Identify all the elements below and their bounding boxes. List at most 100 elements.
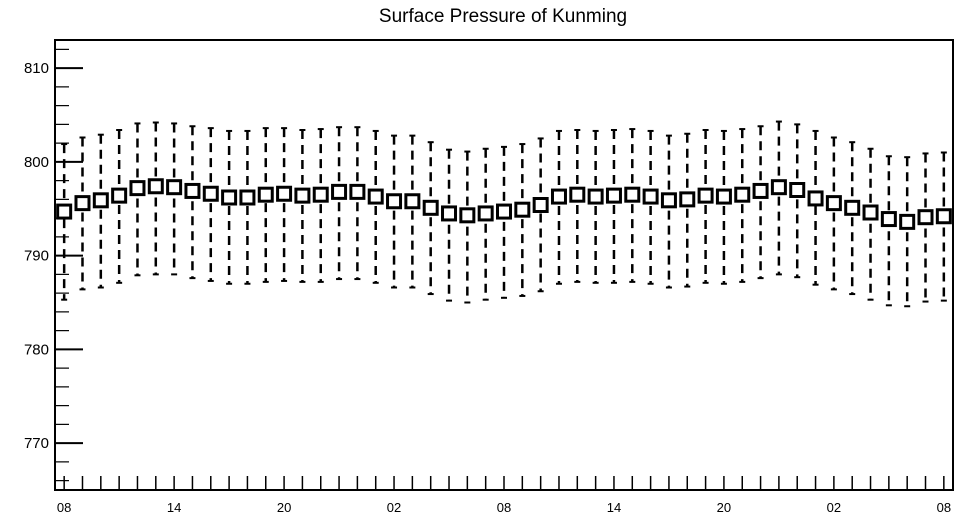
median-box bbox=[111, 187, 128, 204]
median-box bbox=[550, 188, 567, 205]
box-mark bbox=[202, 127, 219, 282]
x-tick-label: 08 bbox=[937, 500, 951, 515]
box-mark bbox=[257, 127, 274, 283]
median-box bbox=[56, 203, 73, 220]
median-box bbox=[257, 186, 274, 203]
box-mark bbox=[129, 122, 146, 277]
box-mark bbox=[587, 129, 604, 284]
y-tick-label: 810 bbox=[24, 60, 49, 77]
box-mark bbox=[642, 129, 659, 285]
box-mark bbox=[441, 148, 458, 302]
median-box bbox=[239, 189, 256, 206]
median-box bbox=[569, 186, 586, 203]
median-box bbox=[294, 187, 311, 204]
box-mark bbox=[404, 134, 421, 289]
y-tick-label: 780 bbox=[24, 341, 49, 358]
median-box bbox=[880, 211, 897, 228]
box-mark bbox=[825, 136, 842, 291]
box-mark bbox=[74, 136, 91, 291]
median-box bbox=[789, 182, 806, 198]
box-mark bbox=[312, 128, 329, 283]
median-box bbox=[770, 179, 787, 196]
x-tick-label: 08 bbox=[497, 500, 511, 515]
box-mark bbox=[349, 126, 366, 281]
box-mark bbox=[679, 132, 696, 288]
median-box bbox=[477, 205, 494, 222]
median-box bbox=[349, 183, 366, 200]
median-box bbox=[844, 199, 861, 216]
box-mark bbox=[697, 129, 714, 284]
box-mark bbox=[917, 152, 934, 303]
median-box bbox=[92, 192, 109, 209]
y-tick-label: 790 bbox=[24, 248, 49, 265]
median-box bbox=[202, 185, 219, 202]
median-box bbox=[734, 186, 751, 203]
box-mark bbox=[331, 126, 348, 281]
box-mark bbox=[92, 133, 109, 289]
median-box bbox=[184, 182, 201, 199]
median-box bbox=[221, 189, 238, 206]
box-mark bbox=[239, 129, 256, 285]
median-box bbox=[367, 188, 384, 205]
median-box bbox=[624, 186, 641, 203]
median-box bbox=[74, 195, 91, 212]
box-mark bbox=[184, 125, 201, 280]
box-mark bbox=[496, 145, 512, 299]
box-mark bbox=[386, 134, 403, 289]
median-box bbox=[807, 190, 824, 207]
x-tick-label: 20 bbox=[277, 500, 291, 515]
box-mark bbox=[789, 123, 806, 279]
box-mark bbox=[422, 141, 439, 296]
median-box bbox=[422, 199, 439, 216]
median-box bbox=[166, 179, 183, 196]
box-mark bbox=[276, 127, 293, 282]
y-tick-label: 800 bbox=[24, 154, 49, 171]
median-box bbox=[697, 187, 714, 204]
box-mark bbox=[221, 129, 238, 285]
box-mark bbox=[569, 129, 586, 283]
median-box bbox=[386, 193, 403, 210]
median-box bbox=[532, 197, 549, 213]
box-mark bbox=[477, 147, 494, 301]
box-mark bbox=[532, 137, 549, 293]
box-mark bbox=[147, 121, 164, 276]
box-mark bbox=[166, 122, 183, 276]
box-mark bbox=[514, 143, 531, 297]
box-mark bbox=[111, 129, 128, 284]
box-mark bbox=[807, 129, 824, 286]
box-mark bbox=[715, 129, 732, 285]
box-mark bbox=[660, 134, 677, 289]
x-tick-label: 14 bbox=[167, 500, 181, 515]
y-tick-label: 770 bbox=[24, 435, 49, 452]
median-box bbox=[935, 208, 952, 225]
box-mark bbox=[770, 120, 787, 276]
median-box bbox=[899, 213, 916, 230]
box-mark bbox=[459, 150, 476, 304]
median-box bbox=[752, 182, 769, 199]
box-mark bbox=[880, 155, 897, 307]
box-mark bbox=[752, 125, 769, 280]
median-box bbox=[459, 207, 476, 224]
box-mark bbox=[550, 129, 567, 285]
x-tick-label: 02 bbox=[827, 500, 841, 515]
box-mark bbox=[734, 128, 751, 283]
median-box bbox=[587, 188, 604, 205]
box-mark bbox=[56, 143, 73, 301]
median-box bbox=[862, 204, 879, 221]
median-box bbox=[715, 188, 732, 205]
median-box bbox=[404, 193, 421, 210]
box-mark bbox=[844, 141, 861, 296]
median-box bbox=[147, 178, 164, 195]
median-box bbox=[605, 187, 622, 204]
box-mark bbox=[862, 147, 879, 301]
median-box bbox=[276, 185, 293, 202]
x-tick-label: 08 bbox=[57, 500, 71, 515]
x-tick-label: 20 bbox=[717, 500, 731, 515]
median-box bbox=[825, 195, 842, 212]
x-tick-label: 14 bbox=[607, 500, 621, 515]
median-box bbox=[312, 186, 329, 203]
plot-frame bbox=[54, 39, 954, 491]
box-mark bbox=[294, 129, 311, 283]
y-axis: 770 780 790 800 810 bbox=[24, 48, 83, 482]
